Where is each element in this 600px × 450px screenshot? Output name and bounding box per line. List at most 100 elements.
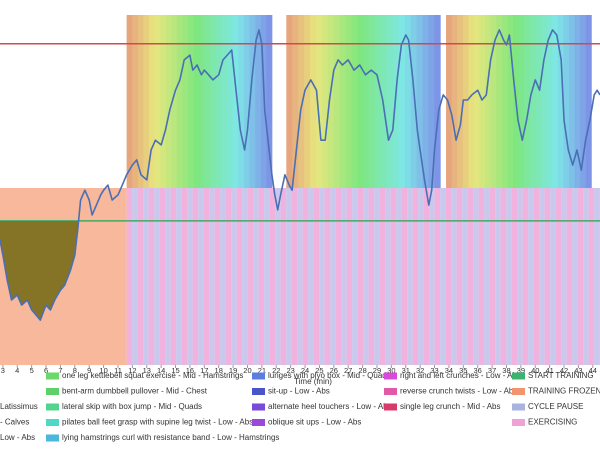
x-tick-label: 17 [200, 366, 208, 375]
phase-stripe [572, 188, 578, 365]
legend-label: lying hamstrings curl with resistance ba… [62, 433, 279, 442]
cycle-stripe [193, 15, 200, 188]
phase-stripe [137, 188, 144, 365]
phase-stripe [126, 188, 133, 365]
cycle-stripe [333, 15, 341, 188]
phase-stripe [198, 188, 204, 365]
cycle-stripe [188, 15, 195, 188]
phase-stripe [203, 188, 210, 365]
cycle-stripe [386, 15, 394, 188]
cycle-stripe [485, 15, 492, 188]
cycle-stripe [496, 15, 503, 188]
phase-stripe [440, 188, 446, 365]
phase-stripe [379, 188, 386, 365]
cycle-stripe [351, 15, 358, 188]
legend-swatch [46, 388, 59, 395]
phase-stripe [264, 188, 270, 365]
cycle-stripe [473, 15, 480, 188]
x-tick-label: 29 [373, 366, 381, 375]
cycle-stripe [171, 15, 178, 188]
legend-label: one leg kettlebell squat exercise - Mid … [62, 371, 243, 380]
phase-stripe [247, 188, 254, 365]
x-tick-label: 36 [474, 366, 482, 375]
cycle-stripe [199, 15, 206, 188]
cycle-stripe [404, 15, 412, 188]
legend-label: pilates ball feet grasp with supine leg … [62, 418, 253, 427]
line [0, 29, 600, 321]
x-tick-label: 23 [286, 366, 294, 375]
x-tick-label: 39 [517, 366, 525, 375]
legend-label: alternate heel touchers - Low - Abs [268, 402, 392, 411]
phase-stripe [363, 188, 369, 365]
phase-stripe [269, 188, 276, 365]
x-tick-label: 31 [402, 366, 410, 375]
legend-swatch [46, 419, 59, 426]
phase-stripe [555, 188, 562, 365]
phase-stripe [577, 188, 584, 365]
phase-stripe [473, 188, 479, 365]
legend-label: oblique sit ups - Low - Abs [268, 418, 361, 427]
phase-stripe [401, 188, 408, 365]
phase-stripe [495, 188, 501, 365]
cycle-stripe [339, 15, 346, 188]
cycle-stripe [585, 15, 592, 188]
cycle-stripe [501, 15, 508, 188]
phase-stripe [275, 188, 281, 365]
legend-swatch [46, 372, 59, 380]
legend-label: START TRAINING [528, 371, 594, 380]
phase-stripe [550, 188, 556, 365]
cycle-stripe [227, 15, 234, 188]
phase-stripe [308, 188, 314, 365]
x-tick-label: 34 [445, 366, 453, 375]
phase-stripe [236, 188, 243, 365]
cycle-stripe [160, 15, 167, 188]
phase-stripe [176, 188, 182, 365]
x-tick-label: 20 [243, 366, 251, 375]
phase-stripe [418, 188, 424, 365]
phase-stripe [423, 188, 430, 365]
cycle-stripe [541, 15, 548, 188]
phase-stripe [407, 188, 413, 365]
cycle-stripe [363, 15, 370, 188]
phase-stripe [181, 188, 188, 365]
cycle-stripe [137, 15, 144, 188]
legend-swatch [46, 434, 59, 442]
x-tick-label: 44 [589, 366, 597, 375]
x-tick-label: 43 [574, 366, 582, 375]
phase-stripe [258, 188, 265, 365]
cycle-stripe [462, 15, 469, 188]
cycle-stripe [375, 15, 382, 188]
cycle-stripe [204, 15, 211, 188]
phase-stripe [506, 188, 512, 365]
x-tick-label: 6 [44, 366, 48, 375]
cycle-stripe [292, 15, 299, 188]
cycle-stripe [434, 15, 441, 188]
cycle-stripe [143, 15, 150, 188]
cycle-stripe [507, 15, 514, 188]
legend-label: CYCLE PAUSE [528, 402, 583, 411]
x-tick-label: 25 [315, 366, 323, 375]
x-tick-label: 16 [186, 366, 194, 375]
x-tick-label: 33 [430, 366, 438, 375]
x-axis-label: Time (min) [294, 377, 332, 386]
cycle-stripe [238, 15, 245, 188]
phase-stripe [357, 188, 364, 365]
x-tick-label: 26 [330, 366, 338, 375]
cycle-stripe [165, 15, 172, 188]
legend-label: lateral skip with box jump - Mid - Quads [62, 402, 202, 411]
cycle-stripe [154, 15, 161, 188]
cycle-stripe [416, 15, 423, 188]
phase-stripe [478, 188, 485, 365]
x-tick-label: 37 [488, 366, 496, 375]
phase-stripe [445, 188, 452, 365]
legend-label: right and left crunches - Low - Abs [400, 371, 521, 380]
phase-stripe [148, 188, 155, 365]
legend-swatch [512, 403, 525, 411]
cycle-stripe [286, 15, 293, 188]
cycle-stripe [148, 15, 155, 188]
cycle-stripe [216, 15, 223, 188]
legend-label: - Calves [0, 418, 29, 427]
phase-stripe [143, 188, 149, 365]
cycle-stripe [552, 15, 559, 188]
phase-stripe [500, 188, 507, 365]
